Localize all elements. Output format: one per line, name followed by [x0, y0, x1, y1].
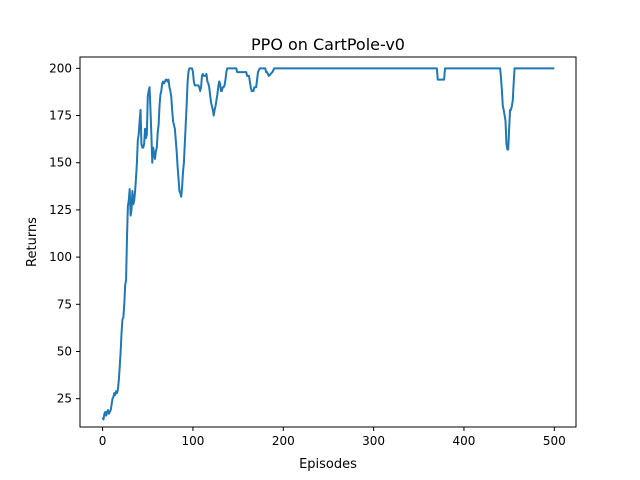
y-tick-label: 175: [49, 109, 72, 123]
axes-frame: [79, 56, 577, 428]
y-axis-label: Returns: [25, 217, 40, 267]
chart-title: PPO on CartPole-v0: [251, 35, 405, 54]
y-tick-label: 150: [49, 156, 72, 170]
y-tick-label: 75: [57, 297, 72, 311]
x-axis-label: Episodes: [299, 457, 357, 472]
y-axis-ticks: 25 50 75 100 125 150 175 200: [49, 61, 80, 406]
x-tick-label: 300: [362, 434, 385, 448]
x-tick-label: 100: [181, 434, 204, 448]
series-line: [101, 67, 555, 421]
x-axis-ticks: 0 100 200 300 400 500: [99, 427, 566, 448]
x-tick-label: 0: [99, 434, 107, 448]
y-tick-label: 125: [49, 203, 72, 217]
x-tick-label: 400: [453, 434, 476, 448]
y-tick-label: 50: [57, 344, 72, 358]
x-tick-label: 500: [543, 434, 566, 448]
y-tick-label: 25: [57, 392, 72, 406]
plot-area: [79, 56, 577, 428]
y-tick-label: 200: [49, 61, 72, 75]
y-tick-label: 100: [49, 250, 72, 264]
x-tick-label: 200: [272, 434, 295, 448]
